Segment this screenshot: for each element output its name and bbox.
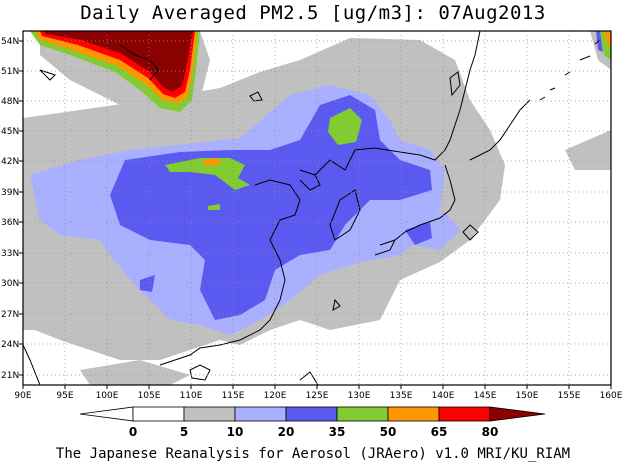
colorbar-segment	[132, 406, 185, 422]
lon-tick-label: 125E	[306, 391, 329, 401]
pm25-field	[23, 31, 611, 385]
colorbar-segment	[438, 406, 491, 422]
colorbar-segment	[79, 406, 134, 422]
lon-tick-label: 110E	[180, 391, 203, 401]
lat-tick-label: 24N	[1, 340, 19, 350]
lon-tick-label: 160E	[600, 391, 623, 401]
lat-tick-label: 48N	[1, 97, 19, 107]
colorbar: 0 5 10 20 35 50 65 80	[79, 406, 546, 439]
colorbar-segment	[387, 406, 440, 422]
colorbar-segment	[489, 406, 546, 422]
lat-tick-label: 42N	[1, 157, 19, 167]
lat-tick-label: 36N	[1, 218, 19, 228]
lat-tick-label: 39N	[1, 188, 19, 198]
map-title: Daily Averaged PM2.5 [ug/m3]: 07Aug2013	[80, 2, 546, 24]
lon-tick-label: 105E	[138, 391, 161, 401]
colorbar-label: 0	[129, 425, 137, 439]
lon-tick-label: 95E	[56, 391, 73, 401]
colorbar-label: 65	[431, 425, 448, 439]
lon-tick-label: 90E	[14, 391, 31, 401]
lat-tick-label: 51N	[1, 67, 19, 77]
lon-tick-label: 155E	[558, 391, 581, 401]
lon-axis: 90E 95E 100E 105E 110E 115E 120E 125E 130E 135E 14…	[14, 385, 623, 401]
colorbar-label: 5	[180, 425, 188, 439]
coastlines	[23, 31, 601, 385]
lon-tick-label: 135E	[390, 391, 413, 401]
lon-tick-label: 140E	[432, 391, 455, 401]
footer-credit: The Japanese Reanalysis for Aerosol (JRA…	[55, 446, 571, 462]
lon-tick-label: 100E	[96, 391, 119, 401]
lat-axis: 54N 51N 48N 45N 42N 39N 36N 33N 30N 27N 24N 21N	[1, 37, 23, 381]
colorbar-segment	[285, 406, 338, 422]
lat-tick-label: 54N	[1, 37, 19, 47]
lat-tick-label: 30N	[1, 279, 19, 289]
colorbar-segment	[183, 406, 236, 422]
lon-tick-label: 130E	[348, 391, 371, 401]
colorbar-label: 50	[380, 425, 397, 439]
lon-tick-label: 145E	[474, 391, 497, 401]
pm25-level-35-50	[165, 158, 250, 190]
lat-tick-label: 27N	[1, 310, 19, 320]
lon-tick-label: 115E	[222, 391, 245, 401]
pm25-level-20-35	[110, 95, 432, 320]
colorbar-segment	[234, 406, 287, 422]
lat-tick-label: 45N	[1, 127, 19, 137]
lon-tick-label: 150E	[516, 391, 539, 401]
colorbar-label: 35	[329, 425, 346, 439]
lat-tick-label: 33N	[1, 249, 19, 259]
gridlines	[23, 31, 611, 385]
lon-tick-label: 120E	[264, 391, 287, 401]
colorbar-label: 10	[227, 425, 244, 439]
colorbar-label: 20	[278, 425, 295, 439]
colorbar-label: 80	[482, 425, 499, 439]
colorbar-segment	[336, 406, 389, 422]
lat-tick-label: 21N	[1, 371, 19, 381]
